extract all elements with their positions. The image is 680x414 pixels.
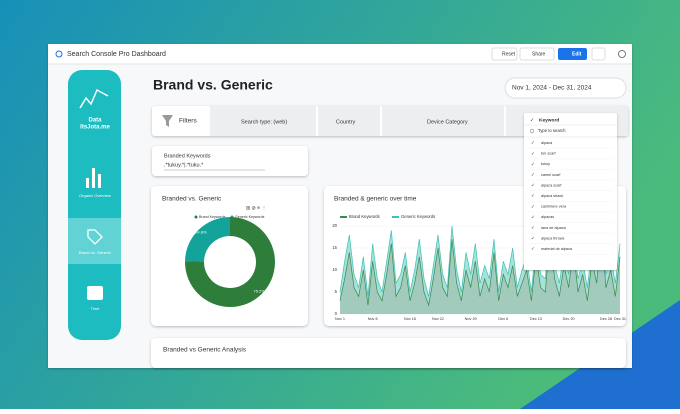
check: ✓ [531, 204, 535, 209]
check: ✓ [531, 140, 535, 145]
check: ✓ [531, 246, 535, 251]
date-picker[interactable] [504, 77, 627, 99]
search-icon [529, 128, 535, 134]
slice-label: 24.8% [195, 230, 207, 235]
filter-control[interactable] [318, 106, 380, 136]
calendar-icon [87, 286, 103, 300]
check: ✓ [531, 214, 535, 219]
y-tick-label: 5 [335, 289, 338, 294]
y-tick-label: 0 [335, 311, 338, 316]
dropdown [524, 113, 617, 270]
filter-control[interactable] [382, 106, 504, 136]
x-tick-label: Dec 6 [498, 317, 508, 321]
chart-title: Branded & generic over time [334, 196, 417, 203]
dropdown-option[interactable]: alpaca shawl [541, 194, 563, 198]
card-icons: ⊞ ⊘ ≡ ⋮ [246, 205, 266, 211]
slice-label: 75.2% [253, 289, 265, 294]
x-tick-label: Dec 13 [530, 317, 542, 321]
search-input[interactable]: Type to search [538, 128, 566, 133]
icon [98, 174, 101, 188]
legend-label: Generic Keywords [401, 214, 435, 219]
dropdown-option[interactable]: material de alpaca [541, 247, 573, 251]
check: ✓ [531, 225, 535, 230]
help-icon[interactable] [618, 50, 626, 58]
filter-text: Search type: (web) [241, 119, 287, 125]
analysis-card [151, 338, 626, 368]
share-label: Share [532, 51, 546, 57]
sidebar-selected[interactable] [68, 218, 121, 264]
x-tick-label: Dec 28 [600, 317, 612, 321]
filter-control[interactable] [210, 106, 316, 136]
top-bar [48, 44, 632, 64]
dropdown-option[interactable]: alpaca [541, 141, 553, 145]
nav-item[interactable]: Organic Overview [79, 193, 111, 198]
icon [92, 168, 95, 188]
x-tick-label: Nov 29 [465, 317, 477, 321]
icon [86, 178, 89, 188]
y-tick-label: 15 [332, 245, 337, 250]
check: ✓ [531, 172, 535, 177]
donut-card [151, 186, 308, 326]
legend-label: Generic Keywords [235, 215, 265, 219]
y-tick-label: 20 [332, 223, 337, 228]
check: ✓ [530, 117, 534, 123]
check: ✓ [531, 236, 535, 241]
brand-line: ItsJota.me [80, 125, 110, 131]
chart-title: Branded vs. Generic [162, 196, 222, 203]
nav-item[interactable]: Brand vs. Generic [79, 250, 111, 255]
filter-icon [162, 115, 173, 127]
dropdown-title: Keyword [539, 117, 559, 123]
logo [55, 50, 63, 58]
dropdown-option[interactable]: ten scarf [541, 152, 557, 156]
reset-label: Reset [502, 51, 516, 57]
dropdown-option[interactable]: alpaca scarf [541, 183, 562, 187]
dropdown-option[interactable]: cashmere vera [541, 205, 567, 209]
share-button[interactable] [519, 47, 555, 61]
nav-item[interactable]: Time [91, 306, 101, 311]
dropdown-option[interactable]: alpaca throws [541, 236, 565, 240]
more-button[interactable] [591, 47, 606, 61]
dropdown-option[interactable]: camel scarf [541, 173, 561, 177]
x-tick-label: Nov 16 [404, 317, 416, 321]
check: ✓ [531, 151, 535, 156]
check: ✓ [531, 183, 535, 188]
analysis-title: Branded vs Generic Analysis [163, 347, 247, 354]
dropdown-option[interactable]: alpacas [541, 215, 554, 219]
x-tick-label: Nov 22 [432, 317, 444, 321]
donut-slice [185, 217, 275, 307]
brand-line: Data [88, 118, 102, 124]
dropdown-option[interactable]: tukuy [541, 162, 550, 166]
legend-label: Brand Keywords [349, 214, 380, 219]
x-tick-label: Dec 31 [614, 317, 626, 321]
legend-swatch [194, 215, 198, 219]
dropdown-option[interactable]: lana de alpaca [541, 226, 567, 230]
donut-slice [185, 217, 230, 262]
keyword-label: Branded Keywords [164, 153, 211, 159]
edit-button[interactable] [558, 48, 587, 60]
brand-icon [79, 88, 109, 109]
check: ✓ [531, 193, 535, 198]
x-tick-label: Dec 20 [563, 317, 575, 321]
filter-text: Country [336, 119, 356, 125]
y-tick-label: 10 [332, 267, 337, 272]
check: ✓ [531, 161, 535, 166]
app-title: Search Console Pro Dashboard [67, 51, 166, 58]
keyword-value[interactable]: .*tukuy.*|.*tuku.* [164, 162, 204, 168]
x-tick-label: Nov 8 [368, 317, 378, 321]
tag-icon [87, 229, 103, 245]
sidebar [68, 70, 121, 340]
page-title: Brand vs. Generic [153, 77, 273, 93]
x-tick-label: Nov 1 [335, 317, 345, 321]
edit-label: Edit [572, 51, 582, 57]
filters-label: Filters [179, 118, 197, 125]
legend-label: Brand Keywords [199, 215, 226, 219]
filter-text: Device Category [427, 119, 468, 125]
date-range: Nov 1, 2024 - Dec 31, 2024 [512, 85, 592, 92]
keyword-card [152, 146, 308, 176]
reset-button[interactable] [491, 47, 518, 61]
